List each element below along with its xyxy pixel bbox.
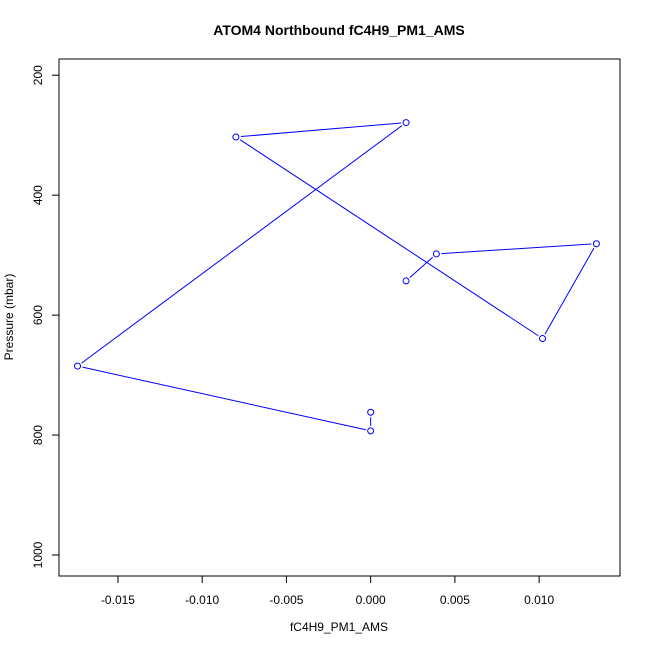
- series-line-segment: [441, 243, 592, 255]
- series-line-segment: [239, 139, 539, 337]
- series-line-segment: [409, 256, 433, 278]
- y-tick-label: 1000: [31, 541, 45, 568]
- y-tick-label: 200: [31, 65, 45, 85]
- data-point: [367, 427, 375, 435]
- data-point: [539, 334, 547, 342]
- series-layer: [74, 119, 600, 435]
- data-point: [402, 277, 410, 285]
- y-tick-label: 800: [31, 425, 45, 445]
- data-point: [592, 240, 600, 248]
- x-tick-label: 0.005: [440, 593, 470, 607]
- y-tick-label: 600: [31, 305, 45, 325]
- data-point: [232, 133, 240, 141]
- series-line-segment: [82, 366, 366, 431]
- x-tick-label: 0.010: [524, 593, 554, 607]
- data-point: [74, 362, 82, 370]
- data-point: [402, 119, 410, 127]
- x-axis: -0.015 -0.010 -0.005 0.000 0.005 0.010: [101, 575, 554, 607]
- chart-title: ATOM4 Northbound fC4H9_PM1_AMS: [213, 22, 465, 38]
- series-line-segment: [81, 125, 403, 364]
- x-tick-label: -0.005: [269, 593, 303, 607]
- x-tick-label: 0.000: [356, 593, 386, 607]
- y-axis-title: Pressure (mbar): [2, 274, 16, 361]
- series-line-segment: [240, 122, 402, 138]
- data-point: [432, 250, 440, 258]
- y-axis: 200 400 600 800 1000: [31, 65, 60, 568]
- series-line-segment: [544, 247, 595, 335]
- y-tick-label: 400: [31, 185, 45, 205]
- data-point: [367, 408, 375, 416]
- x-axis-title: fC4H9_PM1_AMS: [290, 620, 388, 634]
- x-tick-label: -0.015: [101, 593, 135, 607]
- x-tick-label: -0.010: [185, 593, 219, 607]
